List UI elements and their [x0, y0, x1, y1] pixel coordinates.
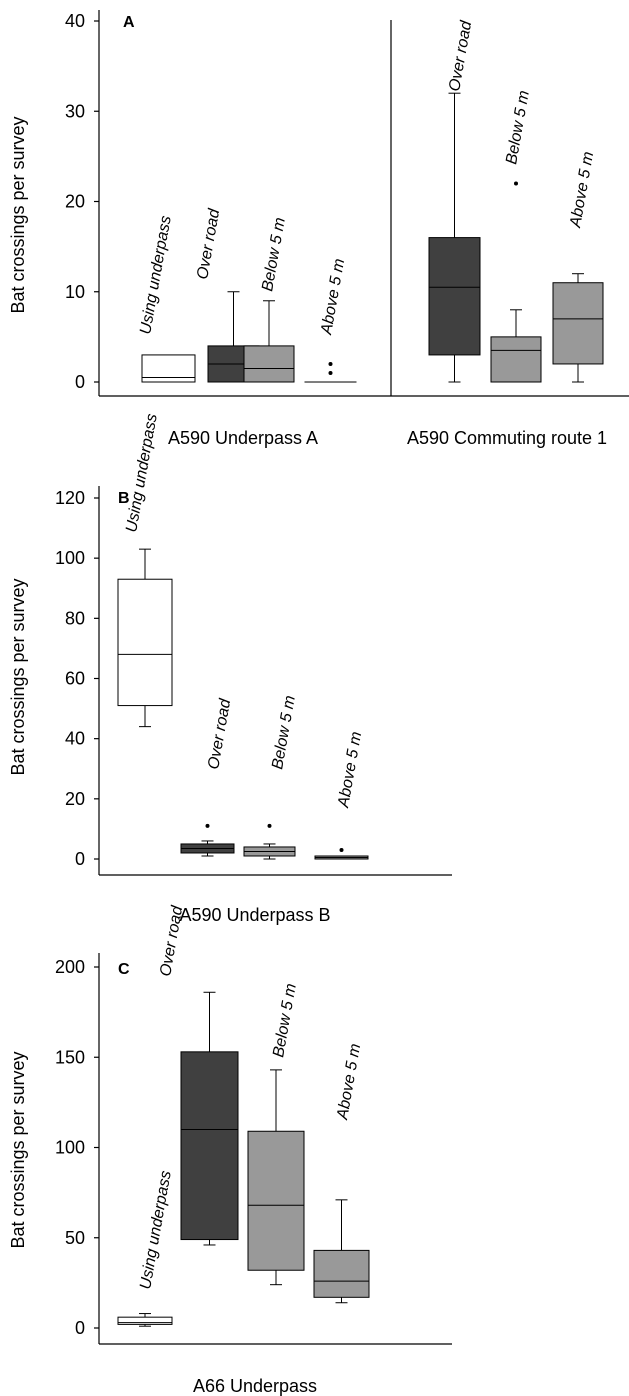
group-label-a590-commuting-route-1: A590 Commuting route 1 — [407, 428, 607, 448]
box-label-below-5-m: Below 5 m — [269, 694, 299, 771]
group-label-a66-underpass: A66 Underpass — [193, 1376, 317, 1396]
outlier-point — [339, 847, 344, 852]
box-above-5-m: Above 5 m — [552, 150, 604, 383]
panel-c: 0 50 100 150 200 Bat crossings per survey C Usi… — [8, 904, 452, 1396]
box-above-5-m: Above 5 m — [304, 257, 357, 383]
panel-letter: B — [118, 490, 130, 507]
iqr-box — [552, 282, 604, 365]
box-label-above-5-m: Above 5 m — [334, 1042, 364, 1121]
iqr-box — [247, 1130, 305, 1271]
y-tick-label: 100 — [55, 1138, 85, 1158]
y-tick-label: 40 — [65, 11, 85, 31]
iqr-box — [428, 237, 481, 356]
y-tick-label: 150 — [55, 1047, 85, 1067]
y-tick-label: 20 — [65, 789, 85, 809]
group-label-a590-underpass-a: A590 Underpass A — [168, 428, 318, 448]
y-tick-label: 100 — [55, 548, 85, 568]
box-below-5-m: Below 5 m — [243, 216, 295, 383]
y-tick-label: 120 — [55, 488, 85, 508]
box-label-above-5-m: Above 5 m — [567, 150, 597, 229]
y-tick-label: 10 — [65, 282, 85, 302]
iqr-box — [243, 345, 295, 383]
box-above-5-m: Above 5 m — [313, 1042, 370, 1304]
box-label-over-road: Over road — [446, 19, 475, 93]
group-label-a590-underpass-b: A590 Underpass B — [179, 905, 330, 925]
outlier-point — [328, 361, 333, 366]
outlier-point — [205, 823, 210, 828]
iqr-box — [117, 1316, 173, 1325]
box-label-using-underpass: Using underpass — [123, 412, 161, 533]
panel-letter: C — [118, 961, 130, 978]
y-tick-label: 40 — [65, 729, 85, 749]
box-label-over-road: Over road — [194, 207, 223, 281]
box-over-road: Over road — [428, 19, 481, 383]
box-label-above-5-m: Above 5 m — [335, 730, 365, 809]
iqr-box — [180, 1051, 239, 1241]
box-label-below-5-m: Below 5 m — [259, 216, 289, 293]
y-tick-label: 0 — [75, 849, 85, 869]
box-using-underpass: Using underpass — [137, 214, 196, 383]
iqr-box — [117, 578, 173, 707]
panel-a: 0 10 20 30 40 Bat crossings per survey A Using … — [8, 10, 629, 448]
y-axis-title: Bat crossings per survey — [8, 116, 28, 313]
y-tick-label: 200 — [55, 957, 85, 977]
box-above-5-m: Above 5 m — [314, 730, 369, 860]
box-label-above-5-m: Above 5 m — [318, 257, 348, 336]
y-axis-title: Bat crossings per survey — [8, 578, 28, 775]
panel-letter: A — [123, 14, 135, 31]
box-label-over-road: Over road — [157, 904, 186, 978]
y-tick-label: 20 — [65, 192, 85, 212]
y-tick-label: 0 — [75, 1318, 85, 1338]
box-below-5-m: Below 5 m — [247, 982, 305, 1286]
box-label-using-underpass: Using underpass — [137, 1169, 175, 1290]
y-tick-label: 30 — [65, 101, 85, 121]
y-tick-label: 60 — [65, 669, 85, 689]
y-tick-label: 50 — [65, 1228, 85, 1248]
box-below-5-m: Below 5 m — [243, 694, 299, 860]
iqr-box — [313, 1249, 370, 1298]
panel-b: 0 20 40 60 80 100 120 Bat crossings per survey B… — [8, 412, 452, 925]
box-using-underpass: Using underpass — [117, 412, 173, 728]
box-label-using-underpass: Using underpass — [137, 214, 175, 335]
box-label-over-road: Over road — [205, 697, 234, 771]
y-axis-title: Bat crossings per survey — [8, 1051, 28, 1248]
box-label-below-5-m: Below 5 m — [503, 89, 533, 166]
box-below-5-m: Below 5 m — [490, 89, 542, 383]
y-tick-label: 80 — [65, 608, 85, 628]
iqr-box — [490, 336, 542, 383]
y-tick-label: 0 — [75, 372, 85, 392]
box-over-road: Over road — [157, 904, 239, 1246]
outlier-point — [267, 823, 272, 828]
box-over-road: Over road — [180, 697, 235, 857]
outlier-point — [328, 370, 333, 375]
box-using-underpass: Using underpass — [117, 1169, 175, 1327]
box-label-below-5-m: Below 5 m — [270, 982, 300, 1059]
outlier-point — [514, 181, 518, 186]
